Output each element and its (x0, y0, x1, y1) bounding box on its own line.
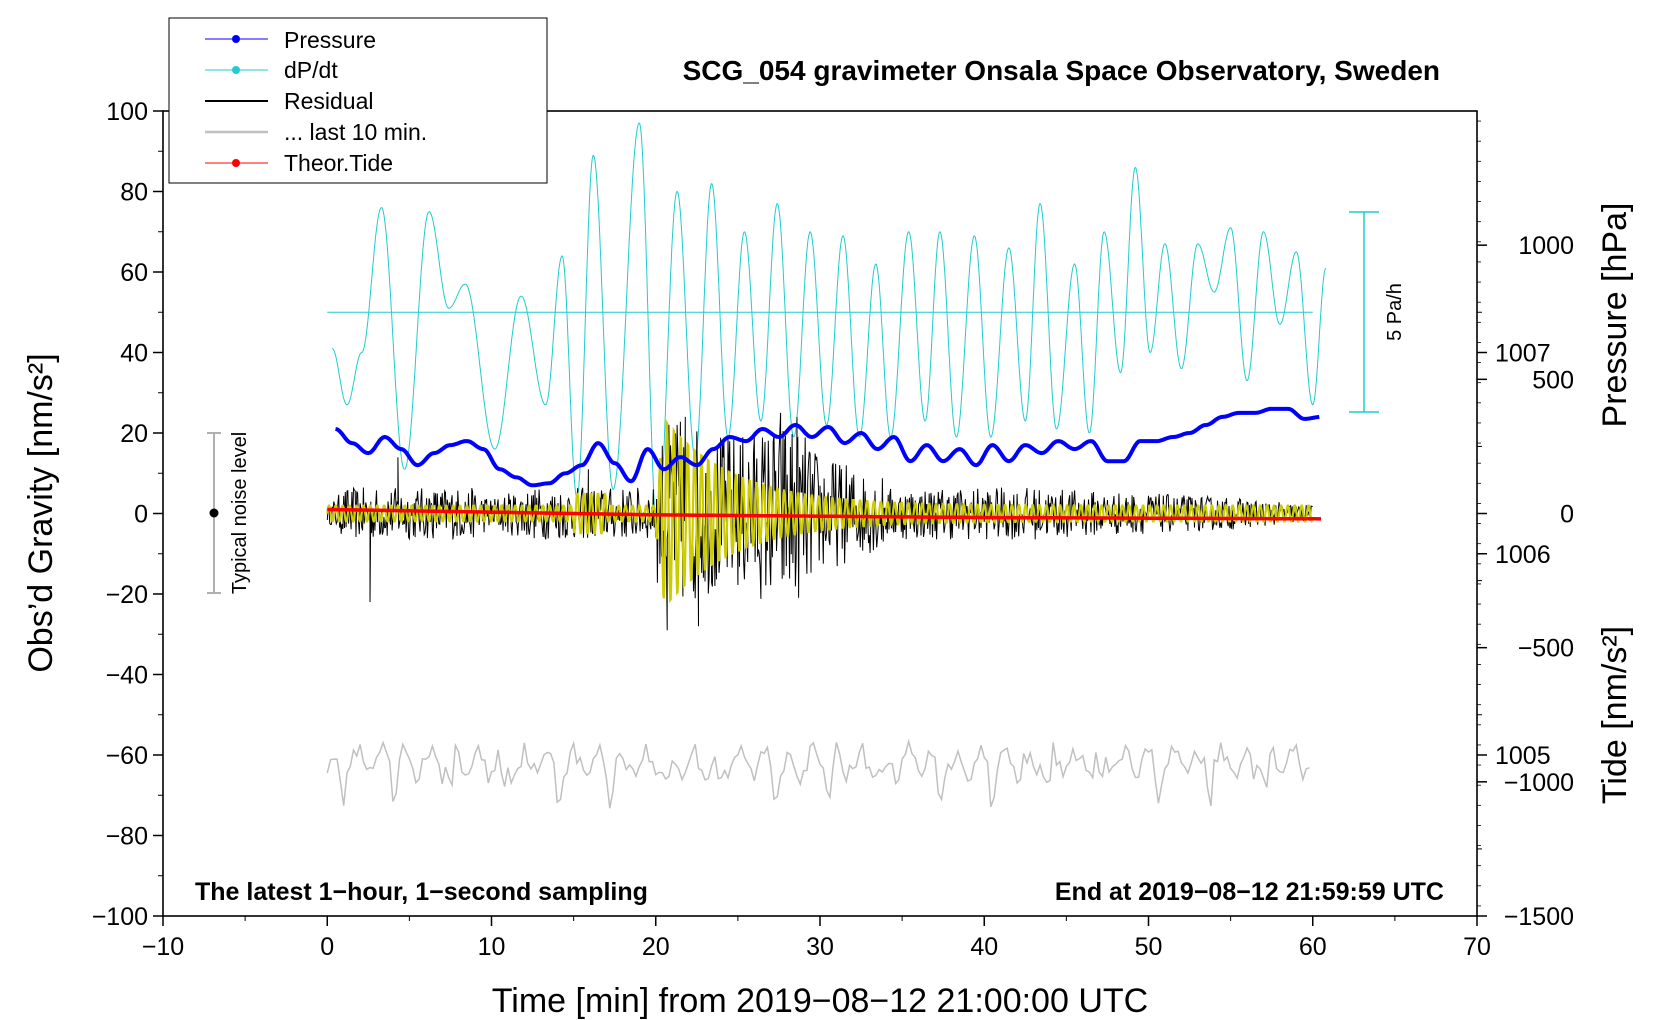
tide-tick-label: 0 (1560, 501, 1574, 529)
x-tick-label: 10 (478, 933, 506, 961)
tide-tick-label: 1000 (1518, 232, 1574, 260)
x-tick-label: 50 (1135, 933, 1163, 961)
dpdt-scale-indicator: 5 Pa/h (1349, 211, 1406, 413)
y-tick-label: 20 (120, 420, 148, 448)
legend-entry-theor-tide: Theor.Tide (205, 150, 393, 176)
noise-level-label: Typical noise level (229, 432, 251, 594)
y-tick-label: 100 (106, 98, 148, 126)
y-tick-label: −100 (92, 903, 148, 931)
legend-entry-dpdt: dP/dt (205, 57, 338, 83)
y-tick-label: −20 (106, 581, 148, 609)
y-axis-label-pressure: Pressure [hPa] (1596, 203, 1634, 428)
x-tick-label: 70 (1463, 933, 1491, 961)
x-tick-label: 0 (320, 933, 334, 961)
series-theor-tide-line (327, 507, 1322, 521)
tick-layer: −10 0 10 20 30 40 50 60 70100806040200−20−40−60−… (92, 98, 1574, 961)
series-last-10-min-line (326, 738, 1310, 809)
tide-tick-label: −500 (1518, 635, 1574, 663)
y-tick-label: −60 (106, 742, 148, 770)
y-axis-label-tide: Tide [nm/s²] (1596, 626, 1634, 804)
legend-label: dP/dt (284, 57, 338, 83)
legend-entry-residual: Residual (205, 88, 374, 114)
legend-label: Residual (284, 88, 374, 114)
y-tick-label: −80 (106, 823, 148, 851)
x-tick-label: 20 (642, 933, 670, 961)
legend-entry-pressure: Pressure (205, 27, 376, 53)
legend: Pressure dP/dt Residual ... last 10 min.… (168, 17, 548, 184)
y-tick-label: 80 (120, 179, 148, 207)
y-tick-label: 60 (120, 259, 148, 287)
x-axis-label: Time [min] from 2019−08−12 21:00:00 UTC (492, 982, 1148, 1020)
annotation-bottom-right: End at 2019−08−12 21:59:59 UTC (1055, 878, 1444, 906)
legend-label: Pressure (284, 27, 376, 53)
y-tick-label: −40 (106, 662, 148, 690)
legend-entry-last-10-min: ... last 10 min. (205, 119, 427, 145)
legend-swatch-marker (232, 159, 240, 167)
y-axis-label-left: Obs’d Gravity [nm/s²] (22, 353, 60, 672)
dpdt-scale-label: 5 Pa/h (1384, 283, 1406, 341)
x-tick-label: −10 (142, 933, 184, 961)
series-filtered-residual-line (326, 419, 1313, 604)
y-tick-label: 40 (120, 340, 148, 368)
noise-level-indicator: Typical noise level (207, 432, 251, 594)
chart-title: SCG_054 gravimeter Onsala Space Observat… (683, 55, 1440, 86)
legend-label: Theor.Tide (284, 150, 393, 176)
pressure-tick-label: 1007 (1495, 340, 1551, 368)
y-tick-label: 0 (134, 501, 148, 529)
legend-label: ... last 10 min. (284, 119, 427, 145)
x-tick-label: 60 (1299, 933, 1327, 961)
noise-level-dot (209, 508, 219, 518)
series-residual-line (326, 412, 1313, 631)
series-pressure-line (335, 406, 1320, 488)
legend-swatch-marker (232, 66, 240, 74)
tide-tick-label: −1000 (1504, 769, 1574, 797)
legend-swatch-marker (232, 35, 240, 43)
tide-tick-label: −1500 (1504, 903, 1574, 931)
series-layer (326, 122, 1327, 809)
x-tick-label: 40 (970, 933, 998, 961)
annotation-bottom-left: The latest 1−hour, 1−second sampling (195, 878, 648, 906)
x-tick-label: 30 (806, 933, 834, 961)
series-dpdt-line (332, 122, 1327, 535)
pressure-tick-label: 1006 (1495, 541, 1551, 569)
tide-tick-label: 500 (1532, 366, 1574, 394)
pressure-tick-label: 1005 (1495, 742, 1551, 770)
